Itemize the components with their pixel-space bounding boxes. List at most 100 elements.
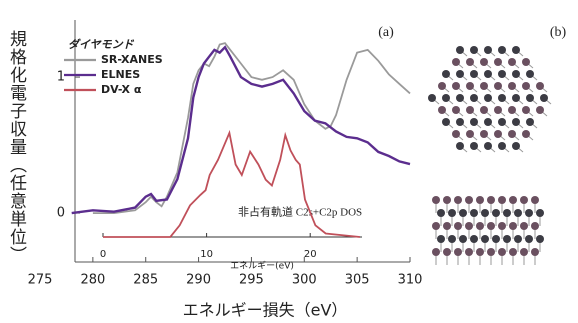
atom: [442, 118, 450, 126]
atom: [487, 222, 495, 230]
atom: [522, 106, 530, 114]
x-tick-label: 280: [80, 273, 105, 288]
atom: [438, 82, 446, 90]
atom: [512, 118, 520, 126]
atom: [525, 209, 533, 217]
atom: [456, 70, 464, 78]
atom: [466, 82, 474, 90]
atom: [484, 46, 492, 54]
atom: [494, 106, 502, 114]
atom: [514, 235, 522, 243]
atom: [454, 248, 462, 256]
data-line: [103, 133, 360, 237]
figure: 27528028529029530030531001エネルギー損失（eV）(a)…: [0, 0, 578, 323]
atom: [494, 82, 502, 90]
atom: [508, 58, 516, 66]
atom: [498, 248, 506, 256]
atom: [498, 46, 506, 54]
legend-label: SR-XANES: [101, 53, 163, 66]
atom: [466, 130, 474, 138]
atom: [514, 209, 522, 217]
atom: [522, 82, 530, 90]
atom: [494, 130, 502, 138]
atom: [512, 94, 520, 102]
atom: [456, 142, 464, 150]
atom: [531, 222, 539, 230]
atom: [494, 58, 502, 66]
atom: [442, 94, 450, 102]
panel-label: (a): [378, 25, 394, 40]
inset-x-tick-label: 10: [200, 249, 213, 260]
atom: [432, 196, 440, 204]
atom: [448, 209, 456, 217]
chart: 27528028529029530030531001エネルギー損失（eV）(a)…: [0, 0, 578, 323]
atom: [456, 46, 464, 54]
atom: [470, 46, 478, 54]
atom: [452, 130, 460, 138]
atom: [536, 82, 544, 90]
data-line: [93, 43, 410, 213]
atom: [481, 209, 489, 217]
atom: [503, 209, 511, 217]
atom: [443, 222, 451, 230]
atom: [536, 235, 544, 243]
x-tick-label: 300: [292, 273, 317, 288]
atom: [536, 106, 544, 114]
atom: [438, 106, 446, 114]
atom: [526, 70, 534, 78]
x-tick-label: 290: [186, 273, 211, 288]
atom: [442, 70, 450, 78]
atom: [484, 118, 492, 126]
atom: [512, 70, 520, 78]
atom: [452, 106, 460, 114]
atom: [520, 196, 528, 204]
atom: [470, 70, 478, 78]
atom: [512, 142, 520, 150]
atom: [508, 82, 516, 90]
atom: [484, 94, 492, 102]
atom: [480, 58, 488, 66]
atom: [480, 130, 488, 138]
annotation: 非占有軌道 C2s+C2p DOS: [238, 205, 362, 219]
atom: [465, 222, 473, 230]
atom: [522, 58, 530, 66]
legend-label: ELNES: [101, 68, 140, 81]
atom: [470, 94, 478, 102]
atom: [466, 58, 474, 66]
atom: [526, 118, 534, 126]
atom: [522, 130, 530, 138]
atom: [509, 248, 517, 256]
atom: [480, 106, 488, 114]
atom: [540, 94, 548, 102]
legend-label: DV-X α: [101, 83, 142, 96]
atom: [498, 142, 506, 150]
atom: [525, 235, 533, 243]
atom: [465, 196, 473, 204]
atom: [531, 196, 539, 204]
atom: [509, 196, 517, 204]
atom: [448, 235, 456, 243]
atom: [452, 82, 460, 90]
x-tick-label: 275: [28, 273, 53, 288]
x-tick-label: 305: [345, 273, 370, 288]
legend-title: ダイヤモンド: [68, 38, 135, 51]
atom: [470, 235, 478, 243]
atom: [487, 196, 495, 204]
atom: [470, 209, 478, 217]
inset-x-tick-label: 20: [304, 249, 317, 260]
atom: [492, 209, 500, 217]
atom: [476, 248, 484, 256]
atom: [454, 222, 462, 230]
atom: [484, 142, 492, 150]
panel-label: (b): [550, 25, 567, 40]
atom: [503, 235, 511, 243]
atom: [498, 118, 506, 126]
atom: [470, 118, 478, 126]
x-tick-label: 285: [133, 273, 158, 288]
atom: [481, 235, 489, 243]
atom: [520, 222, 528, 230]
atom: [498, 222, 506, 230]
atom: [498, 70, 506, 78]
atom: [526, 94, 534, 102]
atom: [470, 142, 478, 150]
